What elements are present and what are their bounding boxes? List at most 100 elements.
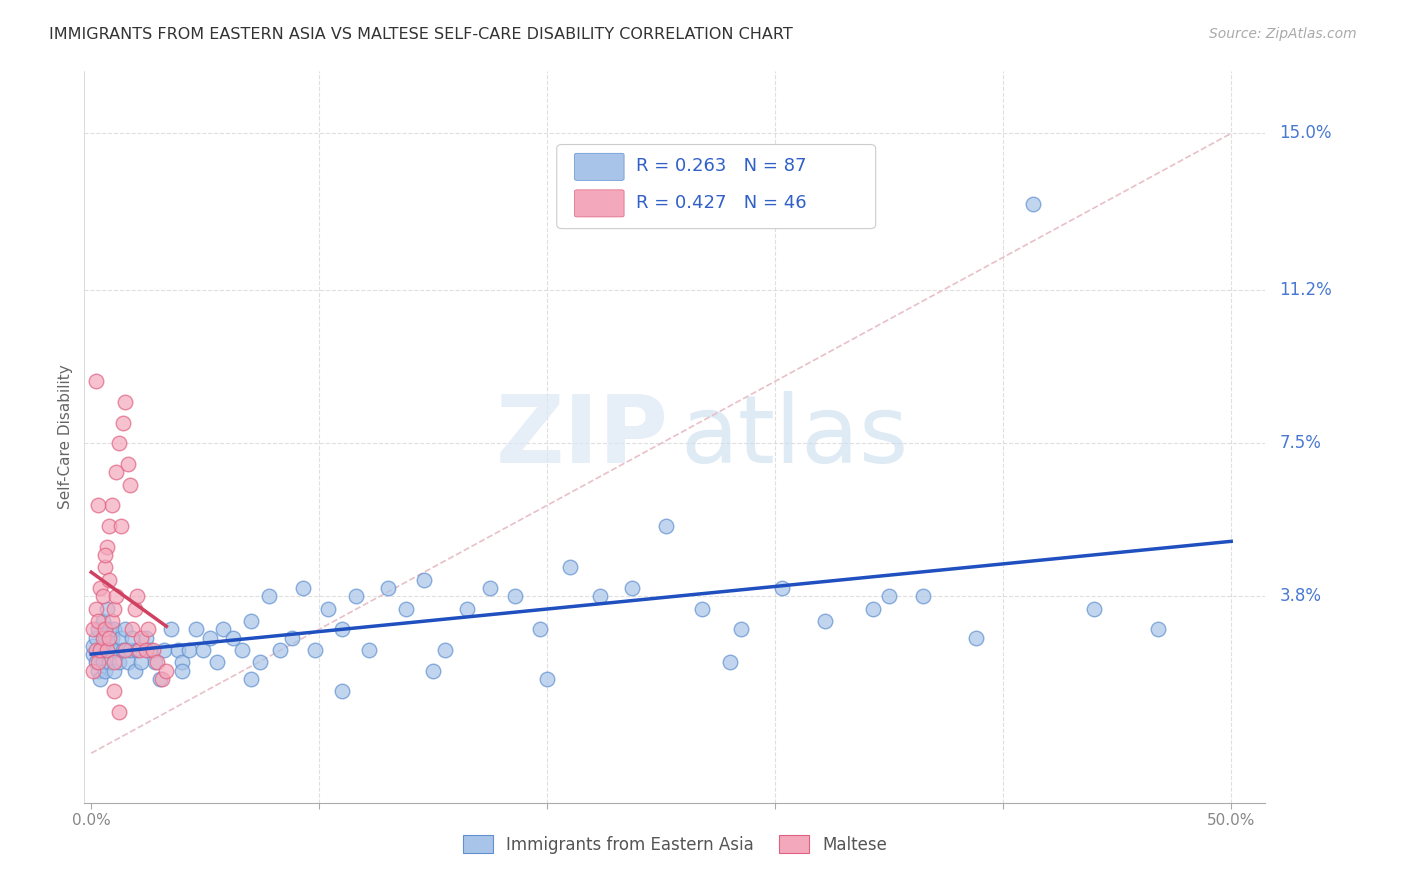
Point (588, 589, 610, 603)
Point (143, 655, 166, 669)
Point (655, 519, 678, 533)
Point (718, 655, 741, 669)
Point (117, 457, 139, 471)
Point (359, 643, 381, 657)
Point (231, 643, 253, 657)
Point (118, 477, 141, 491)
Point (142, 643, 165, 657)
Point (98, 622, 121, 636)
Point (103, 655, 125, 669)
Point (136, 622, 159, 636)
Point (107, 436, 129, 450)
Point (94, 664, 117, 678)
Point (82, 622, 104, 636)
Text: 3.8%: 3.8% (1279, 587, 1322, 605)
Point (84, 374, 107, 388)
Point (135, 643, 157, 657)
Point (100, 614, 122, 628)
Point (124, 664, 146, 678)
Text: 15.0%: 15.0% (1279, 124, 1331, 143)
Point (877, 589, 900, 603)
Point (172, 664, 194, 678)
Point (155, 664, 177, 678)
Point (94, 622, 117, 636)
Point (330, 684, 353, 698)
Point (89, 581, 111, 595)
Point (110, 631, 132, 645)
Point (239, 672, 262, 686)
Point (965, 631, 987, 645)
Point (94, 548, 117, 562)
Point (98, 519, 121, 533)
Point (84, 631, 107, 645)
Point (91, 589, 114, 603)
Point (96, 601, 118, 615)
Point (690, 601, 713, 615)
Point (84, 601, 107, 615)
Point (330, 622, 353, 636)
Point (146, 655, 169, 669)
Point (166, 643, 188, 657)
Point (89, 643, 111, 657)
Point (84, 655, 107, 669)
Point (94, 631, 117, 645)
Point (87, 614, 110, 628)
Text: atlas: atlas (681, 391, 910, 483)
Text: R = 0.263   N = 87: R = 0.263 N = 87 (636, 158, 807, 176)
Point (87, 498, 110, 512)
Point (128, 643, 150, 657)
Point (135, 631, 157, 645)
Point (912, 589, 935, 603)
Point (862, 601, 884, 615)
Point (179, 643, 201, 657)
Point (112, 416, 135, 430)
Point (91, 614, 114, 628)
Point (96, 643, 118, 657)
Point (125, 643, 148, 657)
Point (107, 655, 129, 669)
Point (94, 560, 117, 574)
Point (269, 643, 291, 657)
Point (1147, 622, 1170, 636)
Point (112, 643, 135, 657)
Point (82, 664, 104, 678)
Point (131, 655, 153, 669)
Point (87, 622, 110, 636)
Point (114, 622, 136, 636)
Point (479, 581, 502, 595)
Point (422, 664, 444, 678)
Point (105, 589, 128, 603)
Point (96, 540, 118, 554)
Point (121, 622, 143, 636)
Point (89, 643, 111, 657)
Text: 11.2%: 11.2% (1279, 281, 1331, 300)
Point (456, 601, 478, 615)
Point (82, 639, 104, 653)
Point (103, 684, 125, 698)
Point (344, 589, 367, 603)
Point (318, 601, 340, 615)
Point (91, 631, 114, 645)
Point (620, 581, 643, 595)
Point (257, 589, 280, 603)
Text: ZIP: ZIP (496, 391, 669, 483)
Point (91, 655, 114, 669)
Point (84, 643, 107, 657)
Point (413, 573, 436, 587)
Point (124, 601, 146, 615)
FancyBboxPatch shape (557, 145, 876, 228)
Point (103, 601, 125, 615)
Text: Source: ZipAtlas.com: Source: ZipAtlas.com (1209, 27, 1357, 41)
Point (114, 643, 136, 657)
Text: 7.5%: 7.5% (1279, 434, 1322, 452)
Point (221, 631, 243, 645)
Point (558, 560, 581, 574)
Point (150, 672, 173, 686)
Point (96, 643, 118, 657)
Point (281, 631, 304, 645)
Point (87, 664, 110, 678)
Point (100, 631, 122, 645)
Point (125, 589, 148, 603)
Point (249, 655, 271, 669)
Point (433, 643, 456, 657)
